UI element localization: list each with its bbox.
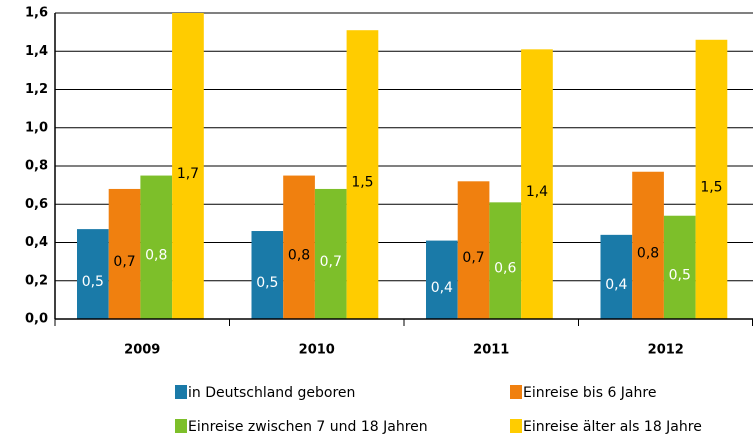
bar (314, 188, 347, 319)
y-tick-label: 1,6 (25, 6, 48, 21)
bar (632, 171, 664, 319)
bar (521, 49, 553, 319)
bar (346, 30, 379, 319)
value-label: 0,5 (669, 267, 691, 283)
bar (600, 234, 633, 319)
legend-label: in Deutschland geboren (188, 385, 355, 401)
x-tick-label: 2009 (124, 343, 160, 358)
y-tick-label: 1,4 (25, 44, 48, 59)
legend-swatch (175, 385, 187, 399)
legend-swatch (510, 385, 522, 399)
bar (283, 175, 315, 319)
value-label: 1,5 (700, 179, 722, 195)
value-label: 1,4 (526, 184, 548, 200)
legend-label: Einreise älter als 18 Jahre (523, 419, 702, 435)
bar (140, 175, 173, 319)
y-tick-label: 0,8 (25, 159, 48, 174)
bar (108, 188, 141, 319)
bar (695, 39, 728, 319)
y-tick-label: 0,2 (25, 273, 48, 288)
value-label: 0,7 (320, 254, 342, 270)
value-label: 0,5 (256, 275, 278, 291)
bar (251, 231, 284, 319)
y-tick-label: 1,2 (25, 82, 48, 97)
value-label: 0,7 (113, 254, 135, 270)
bar (457, 181, 490, 319)
value-label: 1,7 (177, 166, 199, 182)
value-label: 0,6 (494, 261, 516, 277)
legend-swatch (510, 419, 522, 433)
bar (426, 240, 458, 319)
legend-label: Einreise bis 6 Jahre (523, 385, 656, 401)
value-label: 0,8 (288, 247, 310, 263)
value-label: 1,5 (351, 175, 373, 191)
bar (77, 229, 109, 319)
y-tick-label: 0,6 (25, 197, 48, 212)
value-label: 0,7 (462, 250, 484, 266)
bar (172, 13, 204, 319)
bar (663, 215, 696, 319)
value-label: 0,4 (431, 280, 453, 296)
value-label: 0,8 (145, 247, 167, 263)
x-tick-label: 2011 (473, 343, 509, 358)
y-tick-label: 0,0 (25, 312, 48, 327)
y-tick-label: 0,4 (25, 235, 48, 250)
legend-label: Einreise zwischen 7 und 18 Jahren (188, 419, 428, 435)
value-label: 0,8 (637, 245, 659, 261)
y-tick-label: 1,0 (25, 120, 48, 135)
x-tick-label: 2010 (299, 343, 335, 358)
x-tick-label: 2012 (648, 343, 684, 358)
value-label: 0,5 (82, 274, 104, 290)
legend-swatch (175, 419, 187, 433)
bars (77, 13, 728, 319)
value-label: 0,4 (605, 277, 627, 293)
bar (489, 202, 522, 319)
